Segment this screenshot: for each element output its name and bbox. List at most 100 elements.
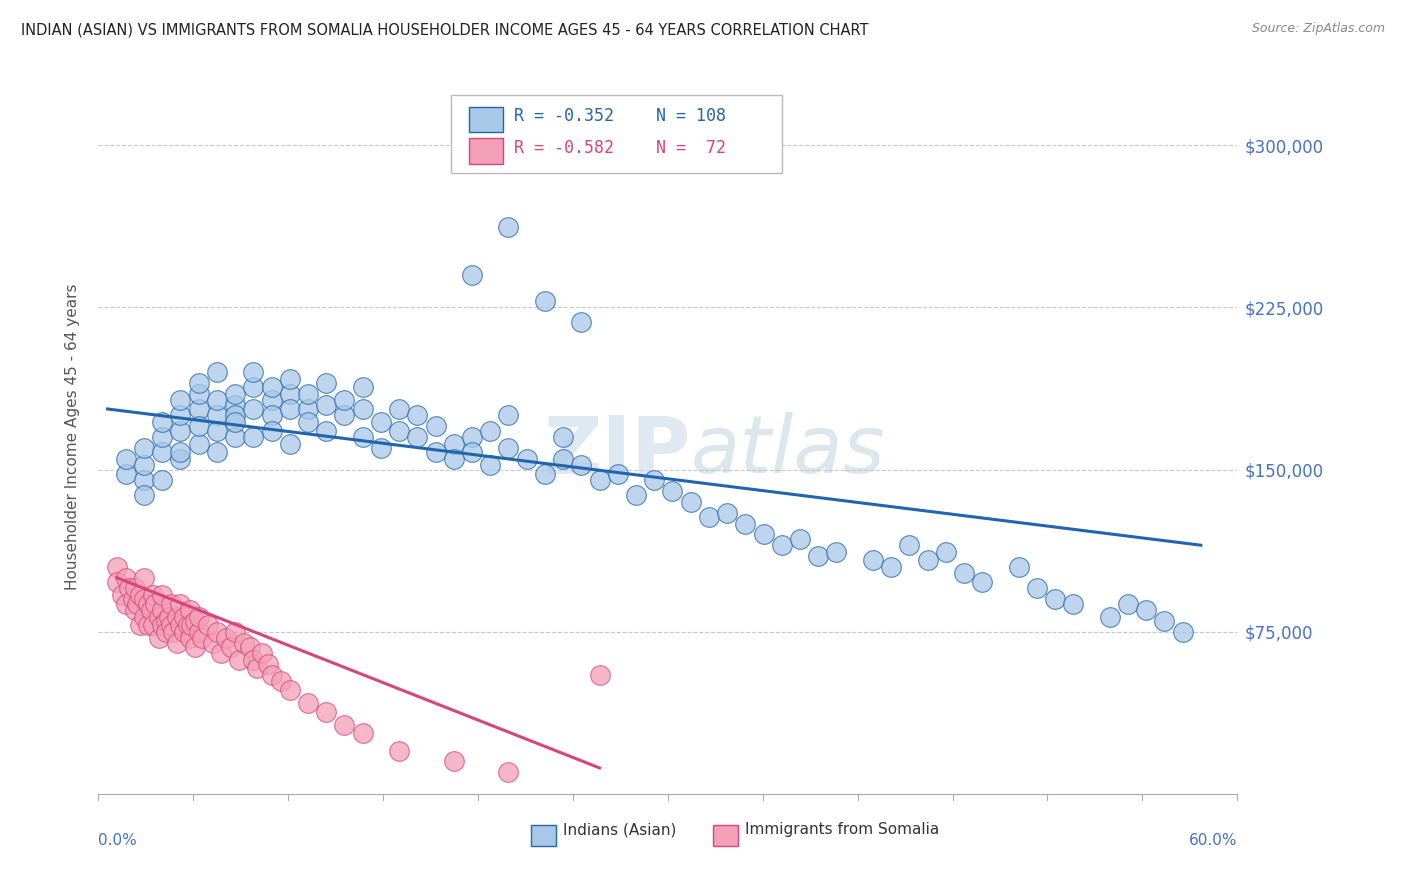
Point	[132, 458, 155, 473]
Point	[388, 744, 411, 758]
Point	[233, 635, 256, 649]
Point	[224, 430, 246, 444]
Point	[624, 488, 647, 502]
Point	[132, 473, 155, 487]
Point	[352, 401, 374, 416]
Point	[752, 527, 775, 541]
Point	[1025, 582, 1047, 596]
Point	[388, 424, 411, 438]
Point	[252, 646, 274, 660]
Point	[606, 467, 628, 481]
Point	[173, 609, 195, 624]
Point	[734, 516, 756, 531]
Point	[352, 726, 374, 740]
Point	[224, 624, 246, 639]
Point	[191, 631, 214, 645]
Point	[160, 597, 183, 611]
Point	[205, 365, 228, 379]
Point	[224, 387, 246, 401]
Point	[461, 445, 484, 459]
Point	[370, 415, 392, 429]
Point	[105, 574, 128, 589]
Point	[150, 603, 173, 617]
Point	[278, 683, 301, 698]
Point	[278, 401, 301, 416]
Point	[202, 635, 225, 649]
Point	[179, 631, 201, 645]
Point	[114, 451, 136, 466]
Point	[125, 597, 148, 611]
Point	[479, 424, 502, 438]
Point	[148, 631, 170, 645]
Point	[242, 380, 264, 394]
Point	[114, 597, 136, 611]
Point	[807, 549, 830, 563]
Point	[224, 409, 246, 423]
Point	[297, 401, 319, 416]
Point	[498, 220, 520, 235]
Point	[661, 484, 683, 499]
Point	[129, 588, 152, 602]
Point	[187, 401, 209, 416]
Point	[142, 618, 165, 632]
Point	[169, 424, 191, 438]
Point	[260, 409, 283, 423]
Point	[187, 387, 209, 401]
Point	[179, 603, 201, 617]
Point	[498, 409, 520, 423]
Point	[270, 674, 292, 689]
Point	[406, 409, 429, 423]
Point	[187, 436, 209, 450]
Point	[789, 532, 811, 546]
Point	[406, 430, 429, 444]
Point	[260, 380, 283, 394]
Point	[177, 618, 200, 632]
Point	[551, 451, 574, 466]
Point	[150, 473, 173, 487]
Point	[825, 544, 848, 558]
Text: Indians (Asian): Indians (Asian)	[562, 822, 676, 837]
Point	[935, 544, 957, 558]
Point	[160, 618, 183, 632]
Point	[148, 609, 170, 624]
Point	[770, 538, 793, 552]
Point	[1043, 592, 1066, 607]
Point	[162, 624, 184, 639]
Text: atlas: atlas	[690, 412, 886, 491]
Point	[862, 553, 884, 567]
Point	[278, 372, 301, 386]
Point	[187, 419, 209, 434]
Point	[155, 624, 177, 639]
Point	[534, 293, 557, 308]
Text: R = -0.352: R = -0.352	[515, 107, 614, 125]
FancyBboxPatch shape	[451, 95, 782, 173]
Point	[697, 510, 720, 524]
Text: R = -0.582: R = -0.582	[515, 139, 614, 157]
Point	[114, 571, 136, 585]
Point	[242, 430, 264, 444]
Point	[972, 574, 994, 589]
Point	[315, 424, 337, 438]
Point	[129, 618, 152, 632]
Point	[516, 451, 538, 466]
Point	[169, 597, 191, 611]
Point	[1062, 597, 1084, 611]
Point	[333, 409, 356, 423]
Point	[498, 441, 520, 455]
Point	[953, 566, 976, 581]
Point	[1171, 624, 1194, 639]
Text: Source: ZipAtlas.com: Source: ZipAtlas.com	[1251, 22, 1385, 36]
Point	[205, 445, 228, 459]
Point	[136, 618, 159, 632]
Point	[184, 614, 207, 628]
Point	[534, 467, 557, 481]
Point	[132, 488, 155, 502]
Point	[124, 603, 146, 617]
Point	[166, 635, 188, 649]
Point	[187, 376, 209, 390]
Point	[917, 553, 939, 567]
Point	[242, 365, 264, 379]
Point	[197, 618, 219, 632]
Text: ZIP: ZIP	[543, 412, 690, 491]
Point	[498, 765, 520, 780]
